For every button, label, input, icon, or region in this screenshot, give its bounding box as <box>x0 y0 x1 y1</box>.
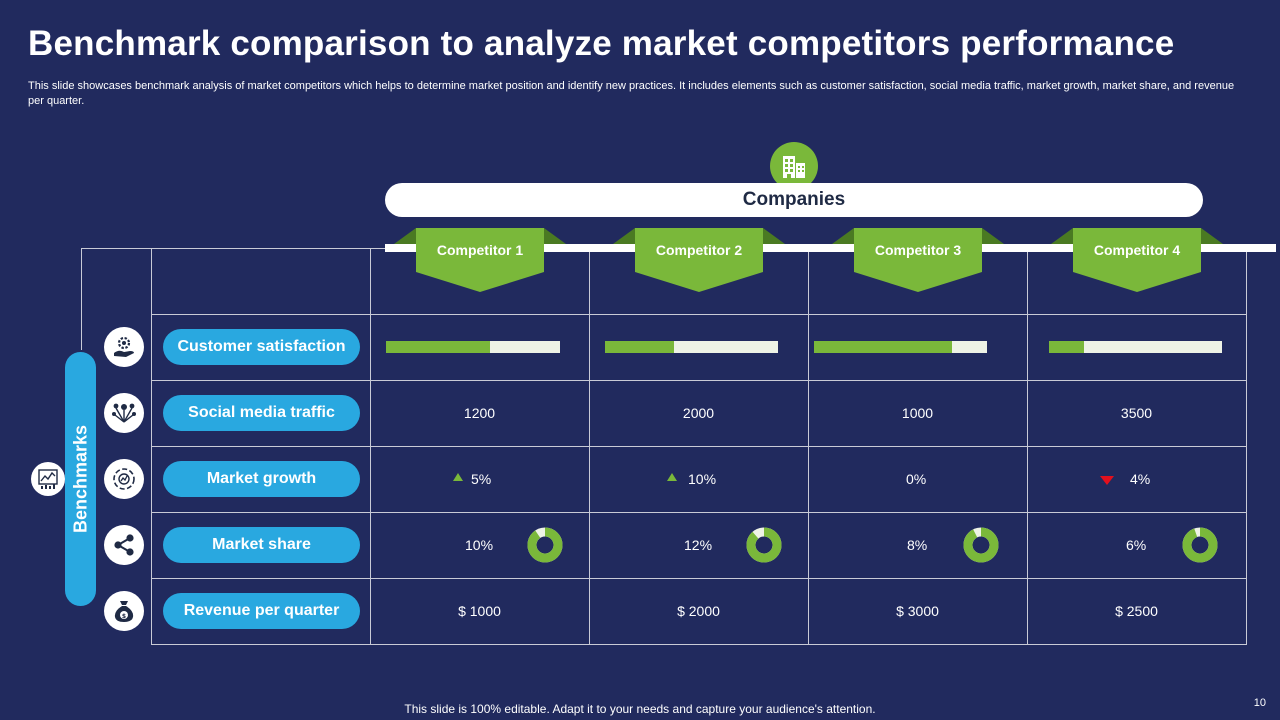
page-number: 10 <box>1253 697 1266 709</box>
slide-title: Benchmark comparison to analyze market c… <box>28 24 1175 63</box>
row-label-social-media-traffic: Social media traffic <box>163 395 360 431</box>
competitor-badge-4: Competitor 4 <box>1051 228 1223 292</box>
market-share-arc <box>963 527 999 563</box>
market-share-value: 10% <box>465 537 494 553</box>
revenue-value: $ 3000 <box>896 603 939 619</box>
market-share-donut-3 <box>963 527 999 563</box>
competitor-label: Competitor 1 <box>436 242 524 258</box>
slide-subtitle: This slide showcases benchmark analysis … <box>28 80 1235 107</box>
growth-cycle-icon <box>104 459 144 499</box>
satisfaction-bar-fill <box>605 341 675 353</box>
money-bag-icon: $ <box>104 591 144 631</box>
trend-up-icon <box>667 473 677 481</box>
competitor-badge-3: Competitor 3 <box>832 228 1004 292</box>
competitor-label: Competitor 4 <box>1093 242 1181 258</box>
satisfaction-bar-fill <box>814 341 953 353</box>
row-label-customer-satisfaction: Customer satisfaction <box>163 329 360 365</box>
trend-down-icon <box>1100 476 1114 485</box>
market-growth-value: 5% <box>471 471 492 487</box>
network-icon <box>104 393 144 433</box>
market-share-donut-1 <box>527 527 563 563</box>
slide-footer: This slide is 100% editable. Adapt it to… <box>404 702 876 716</box>
competitor-badge-1: Competitor 1 <box>394 228 566 292</box>
satisfaction-bar-1 <box>386 341 560 353</box>
market-growth-value: 10% <box>688 471 717 487</box>
trend-up-icon <box>453 473 463 481</box>
benchmarks-connector <box>81 248 82 350</box>
market-share-arc <box>527 527 563 563</box>
satisfaction-bar-fill <box>386 341 491 353</box>
revenue-value: $ 2000 <box>677 603 720 619</box>
social-traffic-value: 1000 <box>901 405 934 421</box>
header-divider-bar <box>385 244 1276 252</box>
benchmarks-connector <box>81 248 151 249</box>
market-share-arc <box>746 527 782 563</box>
row-label-market-growth: Market growth <box>163 461 360 497</box>
svg-text:$: $ <box>122 613 126 620</box>
satisfaction-bar-3 <box>814 341 987 353</box>
benchmarks-label: Benchmarks <box>70 424 91 534</box>
market-share-value: 8% <box>907 537 928 553</box>
market-share-arc <box>1182 527 1218 563</box>
revenue-value: $ 2500 <box>1115 603 1158 619</box>
hand-gear-icon <box>104 327 144 367</box>
social-traffic-value: 1200 <box>463 405 496 421</box>
satisfaction-bar-2 <box>605 341 778 353</box>
benchmarks-pill <box>65 352 96 606</box>
competitor-label: Competitor 2 <box>655 242 743 258</box>
market-share-value: 6% <box>1126 537 1147 553</box>
market-share-donut-2 <box>746 527 782 563</box>
market-share-donut-4 <box>1182 527 1218 563</box>
satisfaction-bar-fill <box>1049 341 1084 353</box>
companies-label: Companies <box>742 189 846 210</box>
social-traffic-value: 3500 <box>1120 405 1153 421</box>
competitor-label: Competitor 3 <box>874 242 962 258</box>
market-growth-value: 4% <box>1130 471 1151 487</box>
building-icon <box>770 142 818 190</box>
row-label-market-share: Market share <box>163 527 360 563</box>
revenue-value: $ 1000 <box>458 603 501 619</box>
market-growth-value: 0% <box>906 471 927 487</box>
share-icon <box>104 525 144 565</box>
analytics-icon <box>31 462 65 496</box>
row-label-revenue-per-quarter: Revenue per quarter <box>163 593 360 629</box>
social-traffic-value: 2000 <box>682 405 715 421</box>
satisfaction-bar-4 <box>1049 341 1222 353</box>
market-share-value: 12% <box>684 537 713 553</box>
competitor-badge-2: Competitor 2 <box>613 228 785 292</box>
companies-header: Companies <box>385 183 1203 217</box>
